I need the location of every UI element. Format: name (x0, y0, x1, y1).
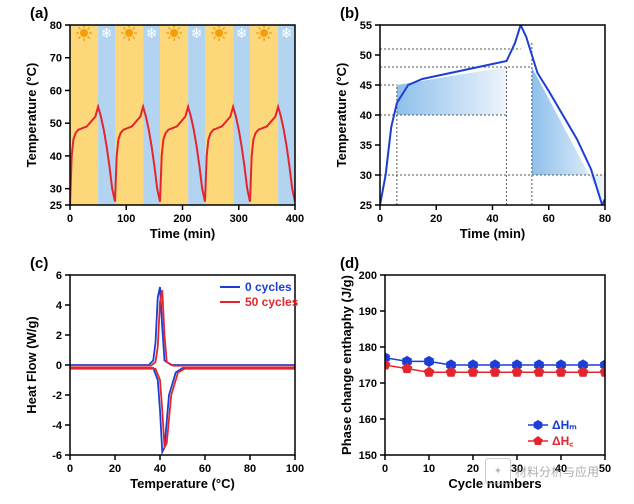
figure-container: (a) ❄❄❄❄❄010020030040025304050607080Time… (0, 0, 634, 504)
svg-text:100: 100 (117, 213, 135, 225)
svg-text:20: 20 (109, 463, 121, 475)
svg-text:Heat Flow (W/g): Heat Flow (W/g) (24, 316, 39, 414)
panel-b: (b) 0 20 40 60 80 25 30 35 40 45 50 55 Time (min) Tem… (325, 5, 620, 245)
svg-text:60: 60 (199, 463, 211, 475)
svg-text:20: 20 (430, 213, 442, 225)
panel-a: (a) ❄ ❄ ❄ ❄ ❄ 0 100 200 300 400 25 30 40 50 60 70 80 Time… (15, 5, 310, 245)
svg-text:❄: ❄ (146, 25, 158, 41)
chart-a: ❄ ❄ ❄ ❄ ❄ 0 100 200 300 400 25 30 40 50 60 70 80 Time (mi… (15, 5, 310, 245)
svg-text:190: 190 (359, 306, 377, 318)
watermark-text: 材料分析与应用 (515, 463, 599, 480)
panel-b-label: (b) (340, 5, 359, 22)
svg-text:180: 180 (359, 342, 377, 354)
svg-text:Time (min): Time (min) (150, 226, 216, 241)
svg-text:0: 0 (67, 213, 73, 225)
svg-text:80: 80 (50, 20, 62, 32)
svg-text:Temperature (°C): Temperature (°C) (334, 63, 349, 168)
svg-text:25: 25 (50, 200, 62, 212)
svg-text:200: 200 (173, 213, 191, 225)
svg-text:-2: -2 (52, 390, 62, 402)
svg-text:0 cycles: 0 cycles (245, 280, 292, 294)
watermark-icon: ✦ (485, 458, 511, 484)
svg-text:50: 50 (50, 118, 62, 130)
svg-text:80: 80 (599, 213, 611, 225)
svg-text:170: 170 (359, 378, 377, 390)
svg-text:160: 160 (359, 414, 377, 426)
svg-text:0: 0 (67, 463, 73, 475)
svg-text:50: 50 (360, 50, 372, 62)
svg-text:200: 200 (359, 270, 377, 282)
svg-text:4: 4 (56, 300, 63, 312)
svg-text:2: 2 (56, 330, 62, 342)
svg-text:0: 0 (56, 360, 62, 372)
svg-text:55: 55 (360, 20, 372, 32)
svg-text:0: 0 (382, 463, 388, 475)
svg-text:40: 40 (360, 110, 372, 122)
svg-text:❄: ❄ (281, 25, 293, 41)
svg-text:60: 60 (543, 213, 555, 225)
svg-text:100: 100 (286, 463, 304, 475)
panel-d-label: (d) (340, 255, 359, 272)
svg-text:10: 10 (423, 463, 435, 475)
chart-b: 0 20 40 60 80 25 30 35 40 45 50 55 Time (min) Tempera… (325, 5, 620, 245)
svg-text:50: 50 (599, 463, 611, 475)
svg-text:40: 40 (486, 213, 498, 225)
svg-text:40: 40 (50, 151, 62, 163)
chart-c: 0 20 40 60 80 100 -6 -4 -2 0 2 4 6 Temperature (°C) He… (15, 255, 310, 495)
svg-text:Phase change enthaphy (J/g): Phase change enthaphy (J/g) (339, 275, 354, 455)
svg-text:❄: ❄ (101, 25, 113, 41)
svg-text:50 cycles: 50 cycles (245, 295, 299, 309)
svg-text:400: 400 (286, 213, 304, 225)
svg-text:150: 150 (359, 450, 377, 462)
svg-text:Temperature (°C): Temperature (°C) (24, 63, 39, 168)
svg-text:ΔH꜀: ΔH꜀ (552, 434, 573, 448)
svg-text:25: 25 (360, 200, 372, 212)
svg-text:❄: ❄ (191, 25, 203, 41)
panel-a-label: (a) (30, 5, 48, 22)
svg-text:-6: -6 (52, 450, 62, 462)
svg-text:30: 30 (50, 184, 62, 196)
svg-text:60: 60 (50, 85, 62, 97)
svg-text:35: 35 (360, 140, 372, 152)
svg-text:70: 70 (50, 53, 62, 65)
svg-text:Time (min): Time (min) (460, 226, 526, 241)
svg-text:Temperature (°C): Temperature (°C) (130, 476, 235, 491)
panel-c: (c) 0 20 40 60 80 100 -6 -4 -2 0 2 4 6 Temperature (°… (15, 255, 310, 495)
svg-text:-4: -4 (52, 420, 63, 432)
panel-c-label: (c) (30, 255, 48, 272)
svg-text:6: 6 (56, 270, 62, 282)
svg-text:❄: ❄ (236, 25, 248, 41)
svg-text:0: 0 (377, 213, 383, 225)
svg-text:20: 20 (467, 463, 479, 475)
svg-text:300: 300 (230, 213, 248, 225)
svg-text:30: 30 (360, 170, 372, 182)
svg-text:45: 45 (360, 80, 372, 92)
svg-text:80: 80 (244, 463, 256, 475)
svg-text:ΔHₘ: ΔHₘ (552, 418, 577, 432)
watermark: ✦ 材料分析与应用 (485, 458, 599, 484)
svg-text:40: 40 (154, 463, 166, 475)
